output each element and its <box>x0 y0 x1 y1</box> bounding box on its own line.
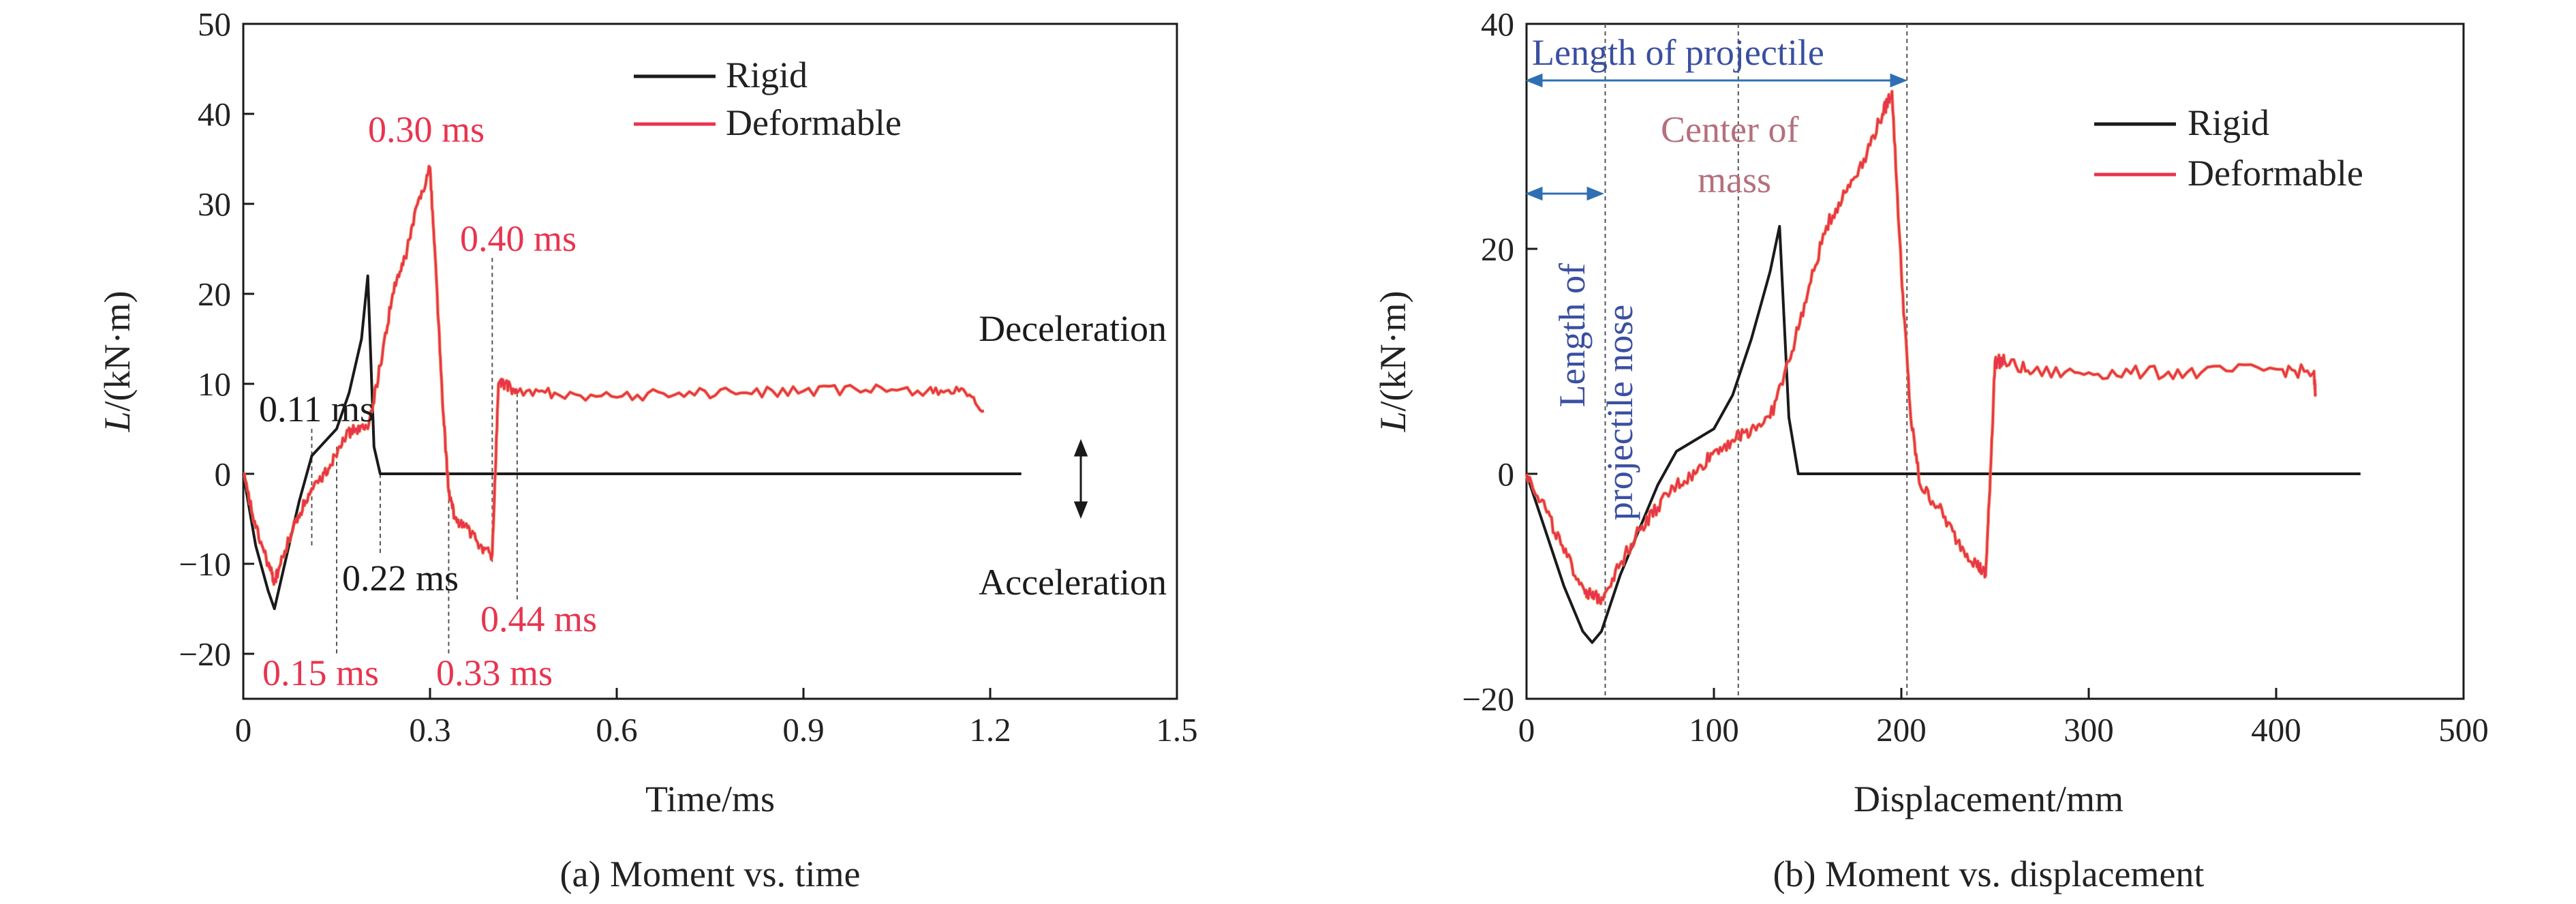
label-deceleration: Deceleration <box>979 308 1167 349</box>
panel-b-series <box>1524 89 2361 644</box>
panel-a-x-tick-label: 0.9 <box>782 711 824 749</box>
annotation-0-22ms: 0.22 ms <box>342 558 459 599</box>
annotation-0-11ms: 0.11 ms <box>259 389 374 430</box>
panel-a-x-tick-label: 1.5 <box>1156 711 1197 749</box>
panel-a-caption: (a) Moment vs. time <box>560 854 861 894</box>
panel-a-x-tick-label: 0 <box>235 711 252 749</box>
panel-a-series-rigid <box>242 274 1022 610</box>
panel-b-x-tick-label: 300 <box>2064 711 2114 749</box>
panel-b-x-tick-label: 0 <box>1518 711 1535 749</box>
panel-b-y-tick-label: 20 <box>1481 230 1514 268</box>
annotation-0-44ms: 0.44 ms <box>480 599 597 639</box>
annotation-0-40ms: 0.40 ms <box>460 218 577 259</box>
panel-b-y-axis-label: L/(kN·m) <box>1373 291 1413 433</box>
panel-a-y-tick-label: −10 <box>179 545 231 583</box>
mass-label-line-2: mass <box>1698 160 1771 200</box>
panel-b-x-tick-label: 500 <box>2438 711 2489 749</box>
legend-label-deformable: Deformable <box>2188 153 2363 194</box>
panel-a-y-tick-label: 40 <box>198 95 231 133</box>
panel-a-x-tick-label: 1.2 <box>969 711 1011 749</box>
panel-b-x-tick-label: 100 <box>1689 711 1739 749</box>
panel-b-y-tick-label: 0 <box>1498 455 1515 493</box>
label-acceleration: Acceleration <box>979 562 1167 603</box>
double-arrow-icon <box>1073 438 1088 519</box>
panel-b-series-rigid <box>1525 225 2361 644</box>
panel-b-legend: Rigid Deformable <box>2094 102 2363 194</box>
panel-a-x-tick-label: 0.3 <box>409 711 450 749</box>
panel-b-y-tick-label: 40 <box>1481 5 1514 43</box>
panel-a-moment-vs-time: 0 0.3 0.6 0.9 1.2 1.5 −20 −10 0 10 20 30 40 50 Rigid … <box>97 5 1198 894</box>
annotation-center-of-mass: Center of mass <box>1661 109 1808 200</box>
panel-a-y-tick-label: 50 <box>198 5 231 43</box>
panel-a-y-tick-label: 10 <box>198 365 231 403</box>
projectile-length-arrow <box>1524 73 1908 88</box>
panel-a-y-tick-label: 0 <box>215 455 232 493</box>
legend-label-deformable: Deformable <box>726 102 902 143</box>
panel-a-axes-ticks: 0 0.3 0.6 0.9 1.2 1.5 −20 −10 0 10 20 30 40 50 <box>179 5 1197 749</box>
panel-a-x-tick-label: 0.6 <box>596 711 637 749</box>
mass-label-line-1: Center of <box>1661 109 1798 150</box>
nose-label-line-2: projectile nose <box>1599 305 1640 520</box>
annotation-0-15ms: 0.15 ms <box>262 652 379 693</box>
annotation-length-of-projectile: Length of projectile <box>1532 32 1824 73</box>
panel-b-series-deformable <box>1525 90 2317 605</box>
annotation-0-33ms: 0.33 ms <box>436 652 553 693</box>
nose-label-line-1: Length of <box>1552 263 1593 407</box>
panel-b-plot-frame <box>1525 22 2465 700</box>
panel-b-x-tick-label: 400 <box>2251 711 2301 749</box>
annotation-length-of-projectile-nose: Length of projectile nose <box>1552 254 1640 521</box>
panel-a-plot-frame <box>242 22 1178 700</box>
panel-a-series <box>242 164 1022 610</box>
annotation-0-30ms: 0.30 ms <box>368 109 485 150</box>
panel-a-x-axis-label: Time/ms <box>645 779 775 819</box>
panel-a-y-axis-label: L/(kN·m) <box>97 291 138 433</box>
legend-label-rigid: Rigid <box>2188 102 2269 143</box>
panel-b-x-axis-label: Displacement/mm <box>1854 779 2123 819</box>
panel-a-y-tick-label: 30 <box>198 185 231 223</box>
panel-a-y-tick-label: −20 <box>179 635 231 673</box>
panel-b-x-tick-label: 200 <box>1876 711 1927 749</box>
nose-length-arrow <box>1524 186 1605 201</box>
panel-a-legend: Rigid Deformable <box>634 55 902 143</box>
panel-b-caption: (b) Moment vs. displacement <box>1773 854 2205 894</box>
panel-b-y-tick-label: −20 <box>1462 680 1514 718</box>
panel-a-y-tick-label: 20 <box>198 275 231 313</box>
panel-a-series-deformable <box>243 165 985 586</box>
legend-label-rigid: Rigid <box>726 55 808 95</box>
